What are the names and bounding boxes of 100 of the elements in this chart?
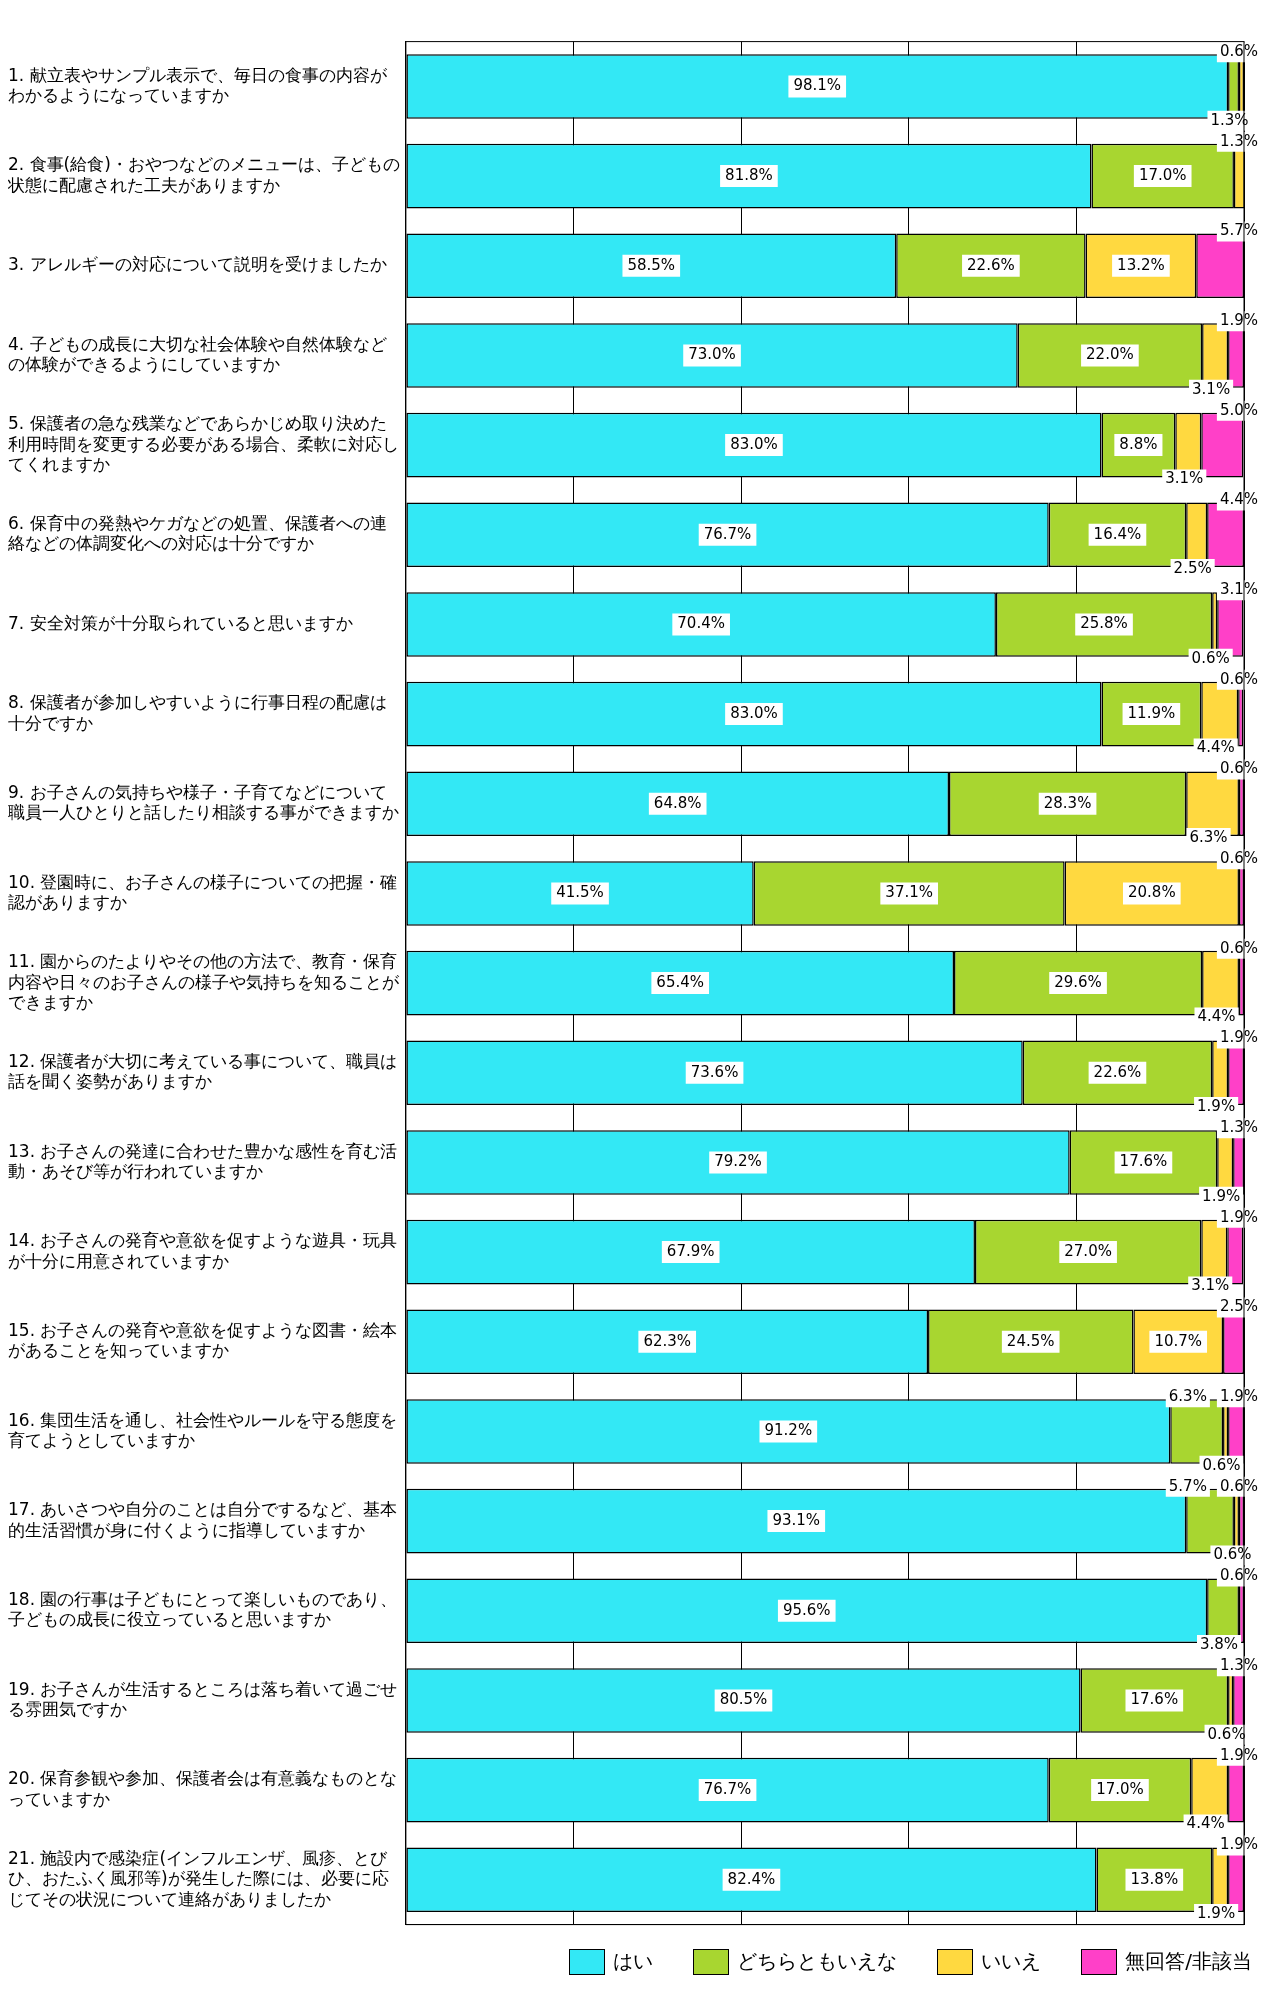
data-label: 41.5% (556, 883, 604, 902)
data-label: 67.9% (666, 1241, 715, 1260)
y-tick-label: 17. あいさつや自分のことは自分でするなど、基本的生活習慣が身に付くように指導していますか (8, 1499, 398, 1540)
data-label: 79.2% (714, 1152, 762, 1171)
data-label: 76.7% (703, 1779, 752, 1798)
data-label: 10.7% (1154, 1331, 1203, 1350)
data-label: 58.5% (627, 255, 676, 274)
y-tick-label: 6. 保育中の発熱やケガなどの処置、保護者への連絡などの体調変化への対応は十分ですか (7, 512, 387, 554)
data-label: 76.7% (703, 524, 752, 543)
data-label: 0.6% (1207, 1724, 1246, 1743)
y-tick-label: 19. お子さんが生活するところは落ち着いて過ごせる雰囲気ですか (8, 1678, 398, 1720)
legend-label: いいえ (981, 1948, 1042, 1975)
y-tick-label: 3. アレルギーの対応について説明を受けましたか (8, 254, 387, 275)
data-label: 3.1% (1165, 469, 1204, 488)
data-label: 0.6% (1213, 1545, 1252, 1564)
y-tick-label: 5. 保護者の急な残業などであらかじめ取り決めた利用時間を変更する必要がある場合、柔軟に対応してくれますか (8, 413, 399, 474)
data-label: 11.9% (1127, 703, 1176, 722)
data-label: 28.3% (1043, 793, 1092, 812)
data-label: 27.0% (1064, 1241, 1112, 1260)
legend-label: どちらともいえな (737, 1948, 898, 1975)
data-label: 16.4% (1093, 524, 1142, 543)
data-label: 2.5% (1219, 1297, 1258, 1316)
y-tick-label: 4. 子どもの成長に大切な社会体験や自然体験などの体験ができるようにしていますか (8, 333, 387, 375)
y-tick-label: 2. 食事(給食)・おやつなどのメニューは、子どもの状態に配慮された工夫がありますか (7, 154, 400, 195)
data-label: 25.8% (1080, 614, 1128, 633)
data-label: 20.8% (1127, 883, 1176, 902)
data-label: 0.6% (1191, 648, 1230, 667)
data-label: 73.0% (688, 345, 736, 364)
y-tick-label: 21. 施設内で感染症(インフルエンザ、風疹、とびひ、おたふく風邪等)が発生した際には、必要に応じてその状況について連絡がありましたか (8, 1847, 389, 1909)
data-label: 83.0% (730, 434, 778, 453)
data-label: 1.9% (1219, 1028, 1258, 1047)
y-tick-label: 11. 園からのたよりやその他の方法で、教育・保育内容や日々のお子さんの様子や気持ちを知ることができますか (8, 951, 400, 1012)
y-tick-label: 20. 保育参観や参加、保護者会は有意義なものとなっていますか (8, 1768, 398, 1809)
data-label: 3.1% (1191, 1276, 1230, 1295)
data-label: 13.2% (1117, 255, 1165, 274)
data-label: 17.6% (1119, 1152, 1168, 1171)
data-label: 70.4% (677, 614, 725, 633)
data-label: 91.2% (764, 1421, 813, 1440)
data-label: 22.0% (1086, 345, 1134, 364)
data-label: 93.1% (772, 1510, 821, 1529)
data-label: 0.6% (1202, 1455, 1241, 1474)
data-label: 98.1% (793, 76, 842, 95)
data-label: 5.7% (1219, 221, 1258, 240)
data-label: 0.6% (1219, 42, 1258, 61)
data-label: 24.5% (1006, 1331, 1055, 1350)
data-label: 0.6% (1219, 849, 1258, 868)
data-label: 1.9% (1219, 1835, 1258, 1854)
data-label: 1.3% (1210, 110, 1249, 129)
y-tick-label: 15. お子さんの発育や意欲を促すような図書・絵本があることを知っていますか (8, 1319, 398, 1361)
data-label: 3.1% (1219, 580, 1258, 599)
y-tick-label: 18. 園の行事は子どもにとって楽しいものであり、子どもの成長に役立っていると思いますか (8, 1588, 398, 1630)
data-label: 17.6% (1130, 1690, 1179, 1709)
y-tick-label: 12. 保護者が大切に考えている事について、職員は話を聞く姿勢がありますか (8, 1050, 398, 1092)
data-label: 8.8% (1119, 434, 1158, 453)
data-label: 1.9% (1202, 1186, 1241, 1205)
data-label: 80.5% (719, 1690, 768, 1709)
data-label: 1.9% (1219, 1387, 1258, 1406)
data-label: 37.1% (885, 883, 933, 902)
data-label: 3.8% (1199, 1634, 1239, 1653)
data-label: 5.7% (1168, 1476, 1207, 1495)
data-label: 1.9% (1219, 1745, 1258, 1764)
data-label: 6.3% (1189, 827, 1228, 846)
data-label: 4.4% (1186, 1814, 1225, 1833)
data-label: 0.6% (1219, 938, 1258, 957)
data-label: 5.0% (1219, 400, 1258, 419)
data-label: 1.3% (1219, 1118, 1258, 1137)
data-label: 73.6% (690, 1062, 739, 1081)
data-label: 1.3% (1219, 131, 1258, 150)
data-label: 83.0% (730, 703, 778, 722)
data-label: 0.6% (1219, 759, 1258, 778)
legend-label: 無回答/非該当 (1125, 1948, 1252, 1975)
data-label: 64.8% (653, 793, 702, 812)
y-tick-label: 1. 献立表やサンプル表示で、毎日の食事の内容がわかるようになっていますか (8, 64, 388, 106)
data-label: 0.6% (1219, 669, 1258, 688)
y-tick-label: 7. 安全対策が十分取られていると思いますか (8, 612, 353, 633)
data-label: 1.9% (1197, 1903, 1236, 1922)
y-tick-label: 8. 保護者が参加しやすいように行事日程の配慮は十分ですか (8, 692, 387, 733)
series-label: はい (613, 1948, 654, 1975)
data-label: 1.9% (1197, 1096, 1236, 1115)
y-tick-label: 16. 集団生活を通し、社会性やルールを守る態度を育てようとしていますか (8, 1409, 398, 1451)
data-label: 2.5% (1173, 558, 1212, 577)
data-label: 81.8% (725, 165, 773, 184)
data-label: 65.4% (656, 972, 705, 991)
data-label: 22.6% (967, 255, 1015, 274)
y-tick-label: 10. 登園時に、お子さんの様子についての把握・確認がありますか (8, 871, 398, 913)
y-tick-label: 13. お子さんの発達に合わせた豊かな感性を育む活動・あそび等が行われていますか (8, 1140, 398, 1182)
data-label: 17.0% (1138, 165, 1187, 184)
data-label: 22.6% (1093, 1062, 1142, 1081)
data-label: 82.4% (727, 1869, 776, 1888)
y-tick-label: 9. お子さんの気持ちや様子・子育てなどについて職員一人ひとりと話したり相談する事ができますか (8, 781, 399, 823)
data-label: 29.6% (1054, 972, 1102, 991)
data-label: 0.6% (1219, 1476, 1258, 1495)
data-label: 4.4% (1197, 1007, 1236, 1026)
data-label: 6.3% (1168, 1387, 1207, 1406)
data-label: 4.4% (1219, 490, 1258, 509)
data-label: 1.9% (1219, 311, 1258, 330)
data-label: 3.1% (1192, 379, 1231, 398)
data-label: 62.3% (643, 1331, 692, 1350)
y-tick-label: 14. お子さんの発育や意欲を促すような遊具・玩具が十分に用意されていますか (8, 1230, 398, 1271)
data-label: 17.0% (1096, 1779, 1144, 1798)
